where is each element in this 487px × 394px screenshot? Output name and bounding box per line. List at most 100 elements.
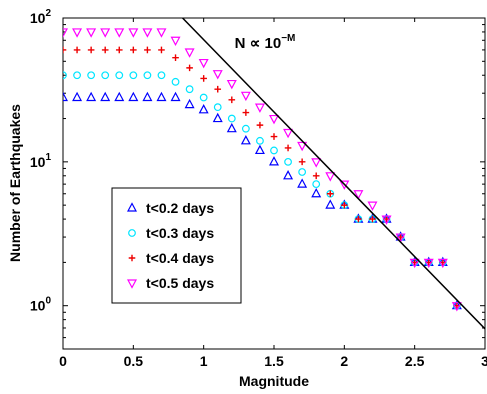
data-point	[451, 302, 462, 312]
data-point	[63, 71, 67, 80]
legend-marker	[127, 279, 137, 289]
fit-line	[182, 18, 485, 330]
data-point	[213, 103, 222, 112]
series-4	[63, 28, 462, 312]
data-point	[355, 215, 362, 223]
legend-label: t<0.3 days	[146, 225, 214, 241]
data-point	[86, 28, 97, 38]
y-tick-base: 10	[30, 10, 46, 26]
data-point	[101, 46, 109, 54]
data-point	[297, 141, 308, 152]
data-point	[114, 28, 125, 38]
data-point	[353, 190, 364, 200]
data-point	[341, 201, 348, 209]
x-axis-label: Magnitude	[239, 373, 309, 389]
data-point	[242, 109, 250, 116]
x-tick-label: 0.5	[124, 353, 144, 369]
y-tick-exponent: 0	[45, 296, 51, 307]
x-tick-label: 0	[59, 353, 67, 369]
data-point	[73, 71, 81, 80]
data-point	[409, 258, 420, 269]
y-tick-label: 101	[30, 152, 52, 170]
data-point	[254, 144, 265, 155]
data-point	[200, 75, 207, 82]
data-point	[128, 28, 139, 38]
data-point	[144, 46, 151, 54]
legend-marker	[128, 229, 136, 237]
data-point	[325, 199, 336, 209]
fit-layer	[182, 18, 485, 330]
legend-label: t<0.2 days	[146, 200, 214, 216]
data-point	[186, 64, 193, 72]
x-tick-label: 1	[200, 353, 208, 369]
data-point	[143, 71, 152, 80]
data-point	[184, 48, 195, 58]
y-tick-base: 10	[30, 154, 46, 170]
y-tick-label: 100	[30, 296, 52, 314]
data-point	[283, 170, 294, 180]
data-point	[326, 190, 334, 198]
data-point	[212, 70, 223, 80]
data-point	[311, 158, 322, 168]
data-point	[284, 144, 292, 152]
legend-marker	[128, 254, 136, 262]
data-point	[241, 124, 250, 133]
data-point	[72, 28, 83, 38]
data-point	[256, 136, 264, 145]
data-point	[269, 156, 279, 166]
data-point	[87, 71, 96, 80]
data-point	[101, 71, 110, 80]
data-point	[114, 91, 125, 102]
y-tick-exponent: 2	[45, 8, 51, 19]
data-point	[184, 98, 195, 109]
legend-item: t<0.3 days	[128, 225, 214, 241]
data-point	[240, 135, 251, 145]
data-point	[115, 46, 123, 54]
data-point	[129, 71, 138, 80]
y-axis-label: Number of Earthquakes	[7, 104, 23, 262]
data-point	[156, 91, 167, 102]
y-tick-base: 10	[30, 298, 46, 314]
data-point	[240, 91, 251, 102]
x-tick-label: 3	[481, 353, 487, 369]
data-point	[170, 36, 181, 47]
data-point	[226, 79, 237, 90]
data-point	[270, 146, 278, 155]
data-point	[369, 215, 376, 223]
data-point	[199, 93, 208, 102]
x-tick-labels: 0 0.5 1 1.5 2 2.5 3	[59, 353, 487, 369]
annotation-exponent: −M	[281, 33, 295, 44]
data-point	[185, 85, 194, 94]
data-point	[170, 91, 181, 102]
data-point	[87, 46, 95, 54]
data-point	[284, 157, 292, 166]
data-point	[256, 121, 264, 129]
data-point	[298, 158, 306, 166]
data-point	[381, 215, 392, 225]
y-tick-label: 102	[30, 8, 52, 26]
data-point	[100, 91, 111, 102]
legend-item: t<0.2 days	[127, 200, 214, 216]
legend-item: t<0.4 days	[128, 250, 214, 266]
data-point	[227, 114, 236, 123]
data-point	[270, 133, 278, 140]
data-point	[172, 54, 179, 61]
data-point	[73, 46, 81, 54]
data-point	[367, 201, 378, 211]
x-tick-label: 2.5	[405, 353, 425, 369]
data-point	[212, 112, 223, 123]
data-point	[311, 187, 322, 198]
x-tick-label: 1.5	[264, 353, 284, 369]
data-point	[283, 128, 294, 139]
legend-item: t<0.5 days	[127, 275, 214, 291]
data-point	[130, 46, 137, 54]
data-point	[423, 258, 434, 269]
data-point	[156, 28, 167, 38]
data-point	[437, 258, 448, 269]
annotation-prefix: N ∝ 10	[235, 35, 282, 52]
legend-label: t<0.5 days	[146, 275, 214, 291]
data-point	[63, 91, 68, 102]
data-point	[325, 172, 336, 182]
